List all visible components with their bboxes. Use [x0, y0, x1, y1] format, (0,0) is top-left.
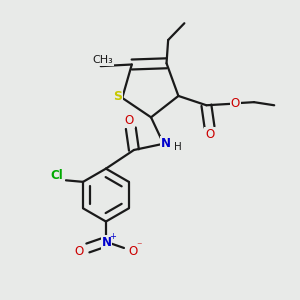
Text: Cl: Cl [51, 169, 64, 182]
Text: N: N [161, 136, 171, 150]
Text: O: O [128, 244, 137, 258]
Text: H: H [174, 142, 181, 152]
Text: ⁻: ⁻ [137, 241, 142, 251]
Text: O: O [231, 97, 240, 110]
Text: CH₃: CH₃ [92, 55, 113, 65]
Text: O: O [75, 244, 84, 258]
Text: S: S [113, 91, 122, 103]
Text: N: N [102, 236, 112, 249]
Text: +: + [109, 232, 116, 241]
Text: O: O [124, 114, 134, 127]
Text: O: O [205, 128, 214, 141]
